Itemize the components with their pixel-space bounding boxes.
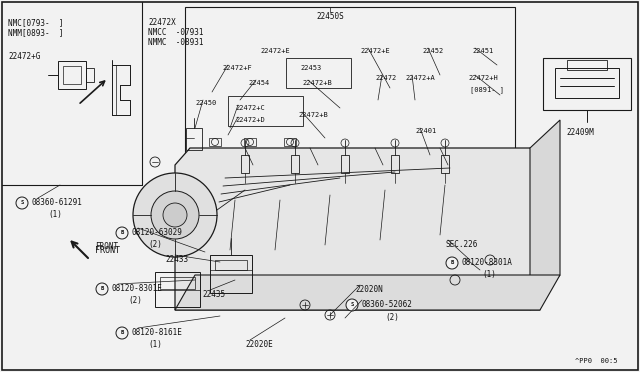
Bar: [155, 272, 200, 307]
Bar: [441, 155, 449, 173]
Bar: [86, 68, 94, 82]
Polygon shape: [175, 148, 540, 310]
Text: 22472+E: 22472+E: [360, 48, 390, 54]
Text: (2): (2): [385, 313, 399, 322]
Bar: [284, 138, 296, 146]
Text: 08120-63029: 08120-63029: [132, 228, 183, 237]
Bar: [186, 128, 202, 150]
Text: NMM[0893-  ]: NMM[0893- ]: [8, 28, 63, 37]
Circle shape: [116, 327, 128, 339]
Circle shape: [96, 283, 108, 295]
Text: 22020E: 22020E: [245, 340, 273, 349]
Bar: [341, 155, 349, 173]
Text: 22472+E: 22472+E: [260, 48, 290, 54]
Text: 22020N: 22020N: [355, 285, 383, 294]
Bar: [58, 61, 86, 89]
Text: 08360-52062: 08360-52062: [362, 300, 413, 309]
Text: 22451: 22451: [472, 48, 493, 54]
Circle shape: [133, 173, 217, 257]
Circle shape: [151, 191, 199, 239]
Bar: [210, 255, 252, 293]
Text: ^PP0  00:5: ^PP0 00:5: [575, 358, 618, 364]
Bar: [215, 260, 247, 270]
Text: S: S: [20, 201, 24, 205]
Text: 08120-8301A: 08120-8301A: [462, 258, 513, 267]
Text: 22450S: 22450S: [316, 12, 344, 21]
Bar: [543, 58, 631, 110]
Text: 22472+D: 22472+D: [235, 117, 265, 123]
Text: (2): (2): [128, 296, 142, 305]
Bar: [228, 96, 303, 126]
Bar: [209, 138, 221, 146]
Text: (1): (1): [148, 340, 162, 349]
Text: 22472X: 22472X: [148, 18, 176, 27]
Circle shape: [16, 197, 28, 209]
Text: 22452: 22452: [422, 48, 444, 54]
Bar: [241, 155, 249, 173]
Text: B: B: [120, 231, 124, 235]
Text: B: B: [451, 260, 454, 266]
Text: 22472+G: 22472+G: [8, 52, 40, 61]
Text: (1): (1): [482, 270, 496, 279]
Polygon shape: [175, 275, 560, 310]
Circle shape: [116, 227, 128, 239]
Text: 08120-8301E: 08120-8301E: [112, 284, 163, 293]
Bar: [244, 138, 256, 146]
Text: 22472+B: 22472+B: [302, 80, 332, 86]
Bar: [185, 7, 515, 162]
Text: NMCC  -07931: NMCC -07931: [148, 28, 204, 37]
Text: 22453: 22453: [300, 65, 321, 71]
Text: 22409M: 22409M: [566, 128, 594, 137]
Text: SEC.226: SEC.226: [445, 240, 477, 249]
Text: 22472+B: 22472+B: [298, 112, 328, 118]
Text: 22472+A: 22472+A: [405, 75, 435, 81]
Bar: [391, 155, 399, 173]
Text: [0891- ]: [0891- ]: [470, 86, 504, 93]
Circle shape: [446, 257, 458, 269]
Bar: [160, 277, 195, 289]
Text: 22435: 22435: [202, 290, 225, 299]
Text: 08120-8161E: 08120-8161E: [132, 328, 183, 337]
Text: NMMC  -08931: NMMC -08931: [148, 38, 204, 47]
Text: 08360-61291: 08360-61291: [32, 198, 83, 207]
Text: (1): (1): [48, 210, 62, 219]
Bar: [567, 60, 607, 70]
Text: 22472+F: 22472+F: [222, 65, 252, 71]
Text: B: B: [120, 330, 124, 336]
Bar: [291, 155, 299, 173]
Text: (2): (2): [148, 240, 162, 249]
Text: 22472+C: 22472+C: [235, 105, 265, 111]
Text: NMC[0793-  ]: NMC[0793- ]: [8, 18, 63, 27]
Text: 22472: 22472: [375, 75, 396, 81]
Polygon shape: [530, 120, 560, 310]
Text: B: B: [100, 286, 104, 292]
Bar: [555, 68, 619, 98]
Circle shape: [346, 299, 358, 311]
Text: 22433: 22433: [165, 255, 188, 264]
Text: S: S: [350, 302, 354, 308]
Text: 22401: 22401: [415, 128, 436, 134]
Text: FRONT: FRONT: [95, 246, 120, 255]
Circle shape: [163, 203, 187, 227]
Text: 22472+H: 22472+H: [468, 75, 498, 81]
Text: FRONT: FRONT: [95, 242, 118, 251]
Bar: [286, 58, 351, 88]
Bar: [63, 66, 81, 84]
Text: 22450: 22450: [195, 100, 216, 106]
Text: 22454: 22454: [248, 80, 269, 86]
